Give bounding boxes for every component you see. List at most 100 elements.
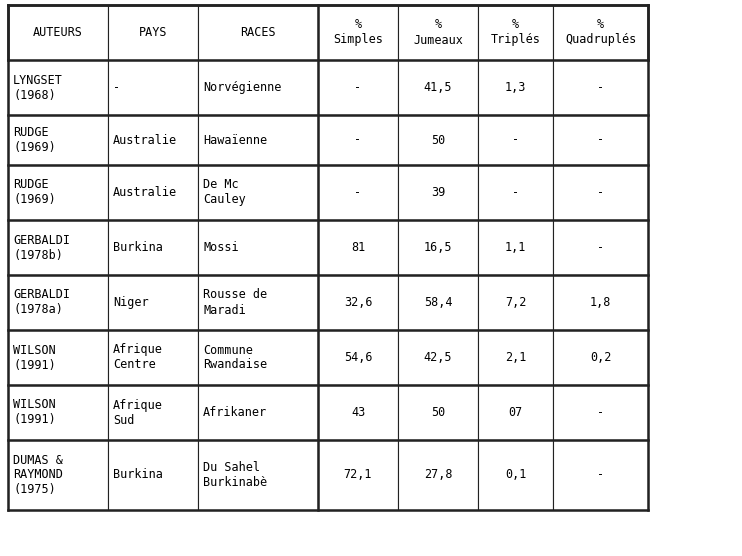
Bar xyxy=(478,275,553,330)
Text: 1,1: 1,1 xyxy=(505,241,526,254)
Text: 39: 39 xyxy=(431,186,445,199)
Text: 0,2: 0,2 xyxy=(590,351,611,364)
Text: 72,1: 72,1 xyxy=(344,469,372,481)
Text: 42,5: 42,5 xyxy=(424,351,453,364)
Bar xyxy=(108,5,198,60)
Text: -: - xyxy=(512,133,519,146)
Bar xyxy=(198,330,318,385)
Bar xyxy=(553,330,648,385)
Text: Burkina: Burkina xyxy=(113,241,163,254)
Bar xyxy=(8,385,108,440)
Bar xyxy=(318,60,398,115)
Bar xyxy=(108,275,198,330)
Text: Australie: Australie xyxy=(113,133,177,146)
Bar xyxy=(398,220,478,275)
Bar xyxy=(8,440,108,510)
Text: -: - xyxy=(597,81,604,94)
Text: %
Quadruplés: % Quadruplés xyxy=(565,18,636,47)
Bar xyxy=(553,115,648,165)
Bar xyxy=(398,165,478,220)
Text: Rousse de
Maradi: Rousse de Maradi xyxy=(203,289,267,316)
Text: %
Triplés: % Triplés xyxy=(490,18,540,47)
Bar xyxy=(108,440,198,510)
Text: -: - xyxy=(597,133,604,146)
Text: WILSON
(1991): WILSON (1991) xyxy=(13,344,56,371)
Bar xyxy=(8,115,108,165)
Text: %
Jumeaux: % Jumeaux xyxy=(413,18,463,47)
Bar xyxy=(108,165,198,220)
Bar xyxy=(398,385,478,440)
Bar xyxy=(478,5,553,60)
Bar xyxy=(398,115,478,165)
Bar xyxy=(108,330,198,385)
Text: DUMAS &
RAYMOND
(1975): DUMAS & RAYMOND (1975) xyxy=(13,454,63,497)
Bar xyxy=(478,165,553,220)
Text: PAYS: PAYS xyxy=(139,26,167,39)
Bar xyxy=(8,220,108,275)
Text: -: - xyxy=(597,241,604,254)
Bar xyxy=(478,330,553,385)
Text: RUDGE
(1969): RUDGE (1969) xyxy=(13,126,56,154)
Text: WILSON
(1991): WILSON (1991) xyxy=(13,399,56,426)
Bar xyxy=(318,275,398,330)
Text: GERBALDI
(1978b): GERBALDI (1978b) xyxy=(13,234,70,261)
Text: AUTEURS: AUTEURS xyxy=(33,26,83,39)
Bar xyxy=(318,440,398,510)
Text: RUDGE
(1969): RUDGE (1969) xyxy=(13,178,56,206)
Bar xyxy=(108,385,198,440)
Text: 27,8: 27,8 xyxy=(424,469,453,481)
Bar xyxy=(198,275,318,330)
Bar xyxy=(553,440,648,510)
Bar xyxy=(478,220,553,275)
Bar xyxy=(198,60,318,115)
Bar xyxy=(8,330,108,385)
Text: 41,5: 41,5 xyxy=(424,81,453,94)
Bar xyxy=(478,385,553,440)
Bar xyxy=(198,165,318,220)
Bar xyxy=(8,60,108,115)
Bar xyxy=(553,385,648,440)
Text: 1,3: 1,3 xyxy=(505,81,526,94)
Text: -: - xyxy=(597,469,604,481)
Text: 58,4: 58,4 xyxy=(424,296,453,309)
Bar xyxy=(8,165,108,220)
Text: De Mc
Cauley: De Mc Cauley xyxy=(203,178,246,206)
Bar xyxy=(198,5,318,60)
Text: 16,5: 16,5 xyxy=(424,241,453,254)
Text: Afrikaner: Afrikaner xyxy=(203,406,267,419)
Bar xyxy=(198,220,318,275)
Text: 2,1: 2,1 xyxy=(505,351,526,364)
Bar xyxy=(198,115,318,165)
Bar xyxy=(318,330,398,385)
Bar xyxy=(318,165,398,220)
Text: 50: 50 xyxy=(431,133,445,146)
Bar xyxy=(553,5,648,60)
Bar xyxy=(553,60,648,115)
Text: 81: 81 xyxy=(351,241,365,254)
Text: Burkina: Burkina xyxy=(113,469,163,481)
Text: Norvégienne: Norvégienne xyxy=(203,81,281,94)
Text: Mossi: Mossi xyxy=(203,241,239,254)
Text: Afrique
Sud: Afrique Sud xyxy=(113,399,163,426)
Text: 1,8: 1,8 xyxy=(590,296,611,309)
Bar xyxy=(8,5,108,60)
Text: -: - xyxy=(355,81,361,94)
Bar xyxy=(553,220,648,275)
Bar xyxy=(553,275,648,330)
Text: 7,2: 7,2 xyxy=(505,296,526,309)
Text: Niger: Niger xyxy=(113,296,148,309)
Text: LYNGSET
(1968): LYNGSET (1968) xyxy=(13,73,63,102)
Text: 32,6: 32,6 xyxy=(344,296,372,309)
Bar xyxy=(318,385,398,440)
Bar xyxy=(108,60,198,115)
Bar xyxy=(398,440,478,510)
Text: 07: 07 xyxy=(508,406,522,419)
Text: %
Simples: % Simples xyxy=(333,18,383,47)
Text: Afrique
Centre: Afrique Centre xyxy=(113,344,163,371)
Text: Commune
Rwandaise: Commune Rwandaise xyxy=(203,344,267,371)
Bar xyxy=(318,115,398,165)
Bar xyxy=(478,115,553,165)
Text: Hawaïenne: Hawaïenne xyxy=(203,133,267,146)
Text: RACES: RACES xyxy=(240,26,276,39)
Bar xyxy=(108,115,198,165)
